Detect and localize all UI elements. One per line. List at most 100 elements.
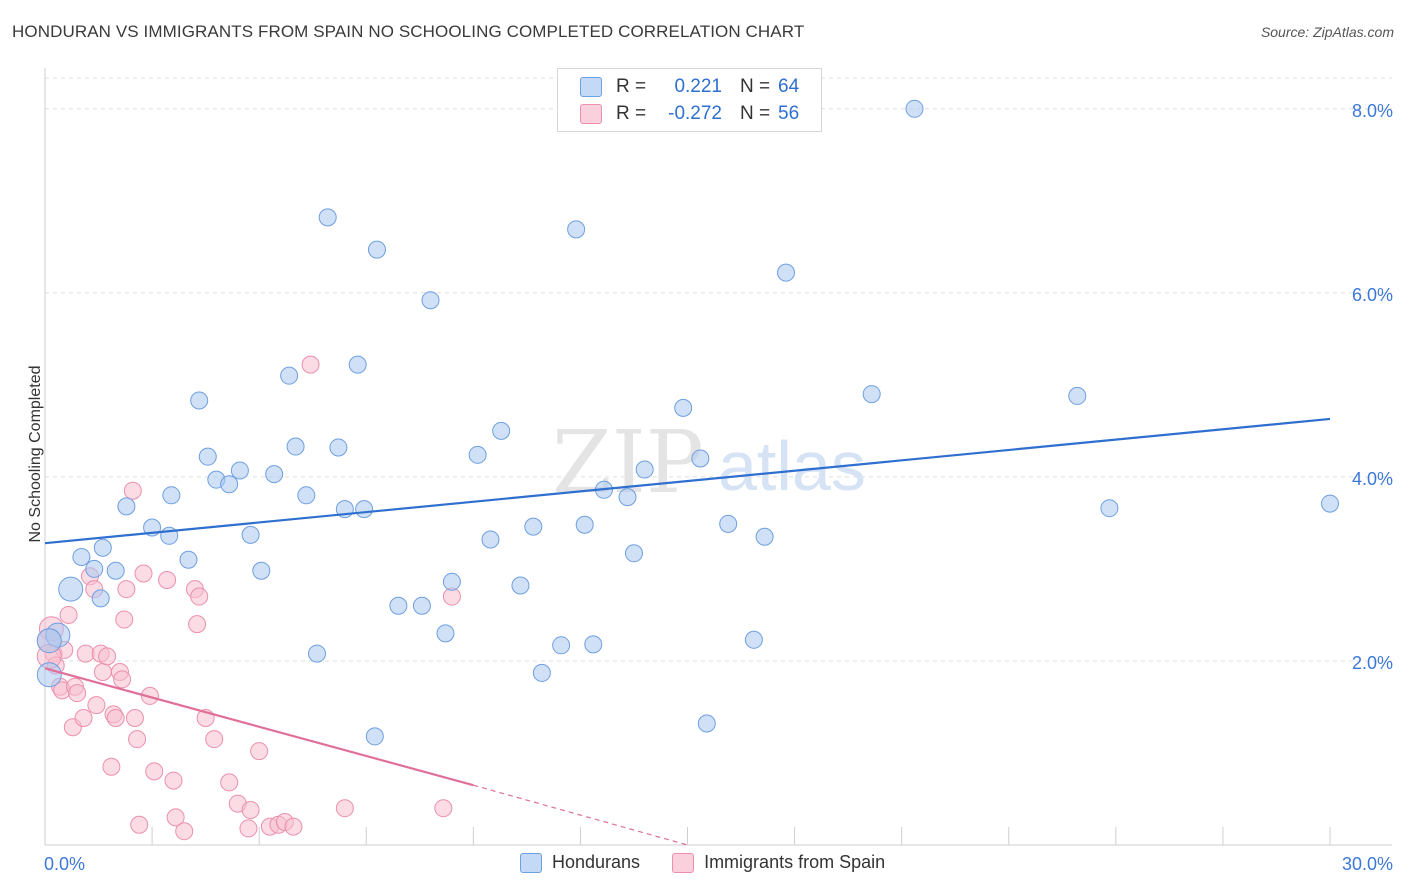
data-point-honduran	[421, 291, 440, 310]
y-tick-label: 4.0%	[1352, 469, 1393, 489]
data-point-honduran	[58, 576, 84, 602]
legend-swatch-hondurans	[580, 77, 602, 97]
y-tick-label: 8.0%	[1352, 101, 1393, 121]
grid-lines	[45, 77, 1392, 662]
data-point-spain	[301, 355, 320, 374]
data-point-honduran	[697, 714, 716, 733]
data-point-honduran	[511, 576, 530, 595]
legend-item-hondurans[interactable]: Hondurans	[520, 852, 640, 873]
correlation-legend: R = 0.221 N = 64 R = -0.272 N = 56	[557, 68, 822, 132]
data-point-honduran	[635, 460, 654, 479]
data-point-honduran	[1321, 494, 1339, 513]
data-point-spain	[130, 815, 149, 834]
data-point-spain	[106, 709, 125, 728]
data-point-honduran	[286, 437, 305, 456]
data-point-honduran	[36, 662, 62, 688]
series-legend: Hondurans Immigrants from Spain	[520, 852, 917, 873]
data-point-spain	[166, 808, 185, 827]
data-point-honduran	[252, 561, 271, 580]
legend-n-label: N =	[740, 76, 771, 97]
data-point-spain	[128, 730, 147, 749]
data-point-honduran	[355, 500, 374, 519]
data-point-spain	[250, 742, 269, 761]
tick-labels: 2.0% 4.0% 6.0% 8.0% 0.0% 30.0%	[44, 101, 1393, 874]
data-point-honduran	[575, 515, 594, 534]
trendline-spain	[44, 667, 474, 787]
data-point-honduran	[492, 421, 511, 440]
data-point-honduran	[85, 559, 104, 578]
legend-swatch-spain	[580, 104, 602, 124]
data-point-spain	[220, 773, 239, 792]
x-tick-label: 30.0%	[1342, 854, 1393, 874]
legend-r-value: 0.221	[674, 76, 722, 97]
data-point-spain	[175, 822, 194, 841]
data-point-honduran	[93, 538, 112, 557]
data-point-honduran	[72, 547, 91, 566]
data-point-honduran	[220, 475, 239, 494]
data-point-honduran	[241, 525, 260, 544]
data-point-honduran	[318, 208, 337, 227]
data-point-honduran	[584, 635, 603, 654]
data-point-honduran	[297, 486, 316, 505]
x-tick-label: 0.0%	[44, 854, 85, 874]
data-point-honduran	[265, 465, 284, 484]
data-point-spain	[205, 730, 224, 749]
data-point-spain	[241, 801, 260, 820]
data-point-honduran	[91, 589, 110, 608]
data-point-spain	[335, 799, 354, 818]
data-point-honduran	[389, 596, 408, 615]
data-point-honduran	[307, 644, 326, 663]
legend-n-value: 64	[778, 76, 800, 97]
data-point-honduran	[436, 624, 455, 643]
watermark: ZIP atlas	[552, 413, 866, 513]
data-point-honduran	[524, 517, 543, 536]
legend-item-spain[interactable]: Immigrants from Spain	[672, 852, 885, 873]
chart-title: HONDURAN VS IMMIGRANTS FROM SPAIN NO SCH…	[12, 22, 805, 41]
legend-row-spain: R = -0.272 N = 56	[580, 101, 799, 127]
data-point-spain	[123, 481, 142, 500]
legend-r-label: R =	[616, 76, 647, 97]
data-point-honduran	[162, 486, 181, 505]
legend-label-hondurans: Hondurans	[552, 852, 641, 872]
data-point-honduran	[719, 514, 738, 533]
data-point-spain	[239, 819, 258, 838]
data-point-honduran	[567, 220, 586, 239]
legend-n-value: 56	[778, 103, 800, 124]
data-point-spain	[74, 709, 93, 728]
data-point-honduran	[1068, 386, 1087, 405]
data-point-honduran	[468, 445, 487, 464]
legend-r-label: R =	[616, 103, 647, 124]
source-label: Source: ZipAtlas.com	[1260, 24, 1394, 40]
legend-swatch-hondurans	[520, 852, 542, 873]
data-point-honduran	[117, 497, 136, 516]
data-point-spain	[93, 662, 112, 681]
trend-lines	[44, 417, 1331, 846]
data-point-honduran	[532, 663, 551, 682]
data-point-spain	[117, 580, 136, 599]
data-point-honduran	[481, 530, 500, 549]
data-point-honduran	[106, 561, 125, 580]
data-point-honduran	[280, 366, 299, 385]
data-point-spain	[158, 570, 177, 589]
data-point-honduran	[367, 240, 386, 259]
data-point-spain	[284, 817, 303, 836]
legend-n-label: N =	[740, 103, 771, 124]
data-point-spain	[87, 696, 106, 715]
data-point-honduran	[365, 727, 384, 746]
data-point-spain	[59, 605, 78, 624]
data-point-spain	[113, 670, 132, 689]
legend-r-value: -0.272	[668, 103, 722, 124]
data-point-spain	[102, 757, 121, 776]
data-point-spain	[188, 615, 207, 634]
legend-row-hondurans: R = 0.221 N = 64	[580, 74, 799, 100]
data-point-spain	[125, 709, 144, 728]
data-point-honduran	[179, 550, 198, 569]
trendline-spain-extension	[473, 784, 688, 846]
data-point-honduran	[198, 447, 217, 466]
data-point-honduran	[777, 263, 796, 282]
data-point-honduran	[552, 636, 571, 655]
data-point-spain	[98, 647, 117, 666]
data-point-honduran	[1100, 499, 1119, 518]
trendline-hondurans	[44, 417, 1331, 545]
